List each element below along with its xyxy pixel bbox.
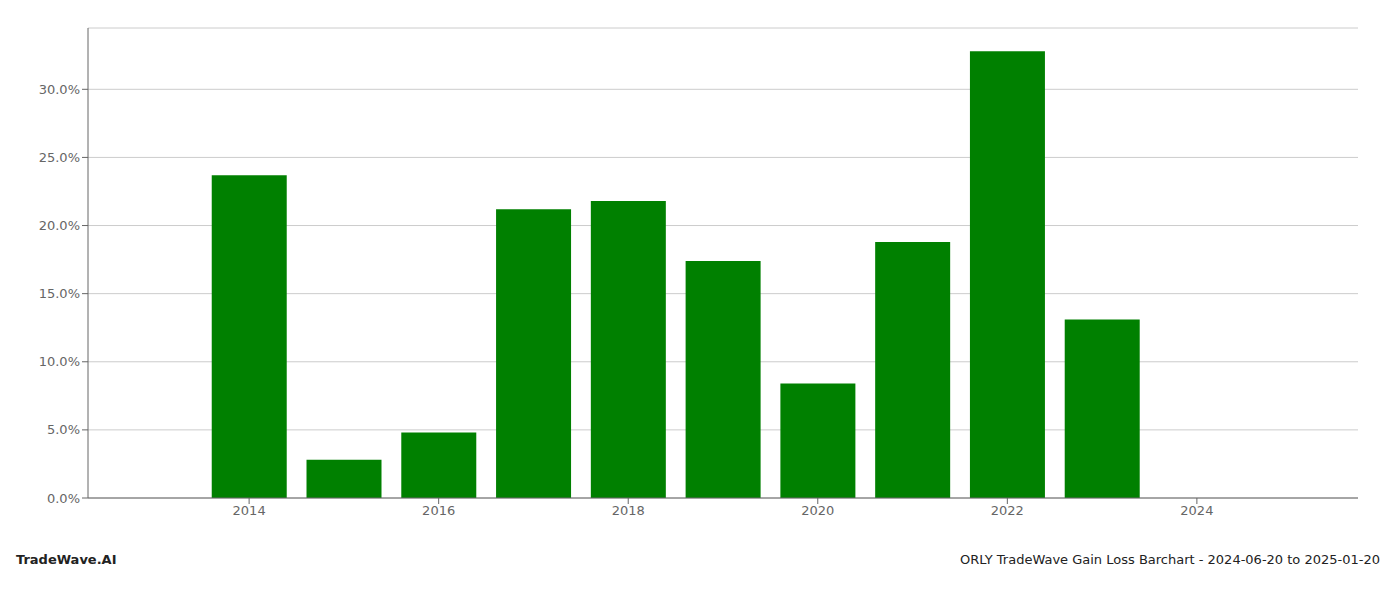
svg-text:2014: 2014	[233, 503, 266, 518]
svg-text:0.0%: 0.0%	[47, 491, 80, 506]
svg-text:2020: 2020	[801, 503, 834, 518]
svg-text:30.0%: 30.0%	[39, 82, 80, 97]
svg-text:25.0%: 25.0%	[39, 150, 80, 165]
svg-text:10.0%: 10.0%	[39, 354, 80, 369]
svg-text:20.0%: 20.0%	[39, 218, 80, 233]
html-text:ORLY TradeWave Gain Loss Barch: ORLY TradeWave Gain Loss Barchart - 2024…	[960, 552, 1380, 567]
svg-text:2022: 2022	[991, 503, 1024, 518]
svg-text:5.0%: 5.0%	[47, 422, 80, 437]
html-text:TradeWave.AI: TradeWave.AI	[16, 552, 117, 567]
svg-text:2018: 2018	[612, 503, 645, 518]
svg-text:2016: 2016	[422, 503, 455, 518]
svg-text:15.0%: 15.0%	[39, 286, 80, 301]
svg-text:2024: 2024	[1180, 503, 1213, 518]
